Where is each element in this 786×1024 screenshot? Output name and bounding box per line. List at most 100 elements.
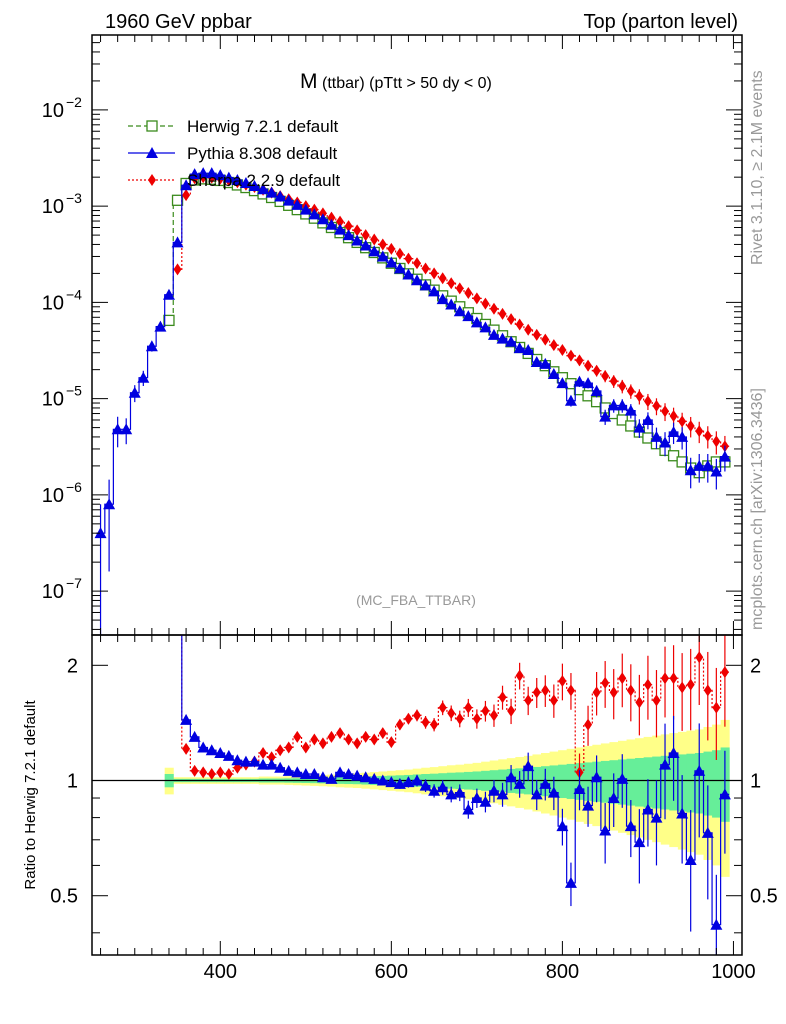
marker-triangle — [487, 784, 500, 796]
marker-triangle — [282, 764, 295, 776]
marker-diamond — [182, 742, 191, 755]
marker-diamond — [652, 694, 661, 707]
marker-square — [146, 120, 158, 132]
x-tick-label: 1000 — [711, 961, 756, 983]
marker-diamond — [173, 263, 182, 276]
band-inner — [600, 760, 610, 803]
band-inner — [635, 758, 645, 807]
marker-triangle — [453, 786, 466, 798]
chart-title-main: M — [300, 70, 318, 93]
ratio-ylabel: Ratio to Herwig 7.2.1 default — [22, 700, 39, 890]
x-tick-label: 400 — [204, 961, 237, 983]
marker-triangle — [710, 465, 723, 477]
y-tick-label: 10 — [42, 485, 64, 507]
marker-diamond — [498, 691, 507, 704]
marker-diamond — [344, 733, 353, 746]
marker-triangle — [316, 771, 329, 783]
ratio-tick-label-left: 2 — [67, 655, 78, 677]
ratio-tick-label-right: 1 — [750, 771, 761, 793]
marker-diamond — [515, 318, 524, 331]
marker-triangle — [188, 168, 201, 180]
marker-diamond — [558, 344, 567, 357]
marker-triangle — [599, 410, 612, 422]
marker-triangle — [180, 713, 193, 725]
marker-triangle — [197, 741, 210, 753]
marker-diamond — [447, 707, 456, 720]
marker-diamond — [626, 684, 635, 697]
marker-diamond — [336, 215, 345, 228]
marker-triangle — [308, 208, 321, 220]
marker-triangle — [291, 766, 304, 778]
marker-triangle — [573, 783, 586, 795]
marker-triangle — [299, 203, 312, 215]
marker-triangle — [274, 190, 287, 202]
series-diamond — [173, 171, 730, 460]
analysis-label: (MC_FBA_TTBAR) — [356, 592, 476, 608]
marker-diamond — [464, 701, 473, 714]
marker-diamond — [327, 211, 336, 224]
marker-diamond — [558, 674, 567, 687]
marker-triangle — [111, 423, 124, 435]
marker-triangle — [522, 760, 535, 772]
marker-diamond — [541, 333, 550, 346]
marker-triangle — [359, 239, 372, 251]
marker-triangle — [693, 459, 706, 471]
marker-triangle — [453, 305, 466, 317]
marker-triangle — [530, 788, 543, 800]
marker-triangle — [188, 730, 201, 742]
marker-triangle — [659, 758, 672, 770]
marker-triangle — [197, 167, 210, 179]
series-triangle — [94, 167, 731, 635]
marker-diamond — [524, 694, 533, 707]
marker-triangle — [222, 171, 235, 183]
marker-diamond — [652, 399, 661, 412]
marker-diamond — [532, 686, 541, 699]
marker-triangle — [231, 173, 244, 185]
marker-triangle — [265, 186, 278, 198]
marker-diamond — [404, 712, 413, 725]
marker-diamond — [276, 744, 285, 757]
marker-triangle — [368, 245, 381, 257]
marker-triangle — [633, 836, 646, 848]
marker-triangle — [385, 776, 398, 788]
ratio-panel: 400 600 800 1000 0.5 0.5 1 1 2 2 Ratio to Herwig … — [22, 592, 778, 983]
marker-triangle — [462, 803, 475, 815]
marker-diamond — [387, 736, 396, 749]
marker-diamond — [575, 354, 584, 367]
marker-diamond — [609, 686, 618, 699]
marker-diamond — [224, 767, 233, 780]
marker-triangle — [701, 459, 714, 471]
marker-diamond — [361, 229, 370, 242]
marker-triangle — [607, 792, 620, 804]
marker-diamond — [507, 704, 516, 717]
marker-triangle — [128, 386, 141, 398]
marker-triangle — [556, 377, 569, 389]
marker-triangle — [445, 788, 458, 800]
marker-triangle — [496, 332, 509, 344]
marker-triangle — [624, 820, 637, 832]
ratio-frame — [91, 634, 743, 956]
marker-triangle — [146, 147, 158, 158]
marker-diamond — [720, 666, 729, 679]
marker-triangle — [334, 766, 347, 778]
marker-diamond — [421, 716, 430, 729]
marker-diamond — [618, 380, 627, 393]
marker-diamond — [430, 718, 439, 731]
marker-diamond — [353, 224, 362, 237]
x-tick-label: 600 — [375, 961, 408, 983]
marker-triangle — [479, 321, 492, 333]
marker-triangle — [402, 776, 415, 788]
marker-diamond — [601, 369, 610, 382]
marker-triangle — [172, 592, 184, 603]
marker-diamond — [361, 730, 370, 743]
marker-triangle — [428, 285, 441, 297]
marker-triangle — [582, 799, 595, 811]
marker-triangle — [650, 430, 663, 442]
marker-diamond — [584, 359, 593, 372]
marker-diamond — [148, 174, 156, 186]
band-inner — [566, 763, 576, 799]
marker-diamond — [669, 409, 678, 422]
marker-diamond — [498, 307, 507, 320]
series-line — [96, 172, 730, 534]
marker-triangle — [590, 385, 603, 397]
